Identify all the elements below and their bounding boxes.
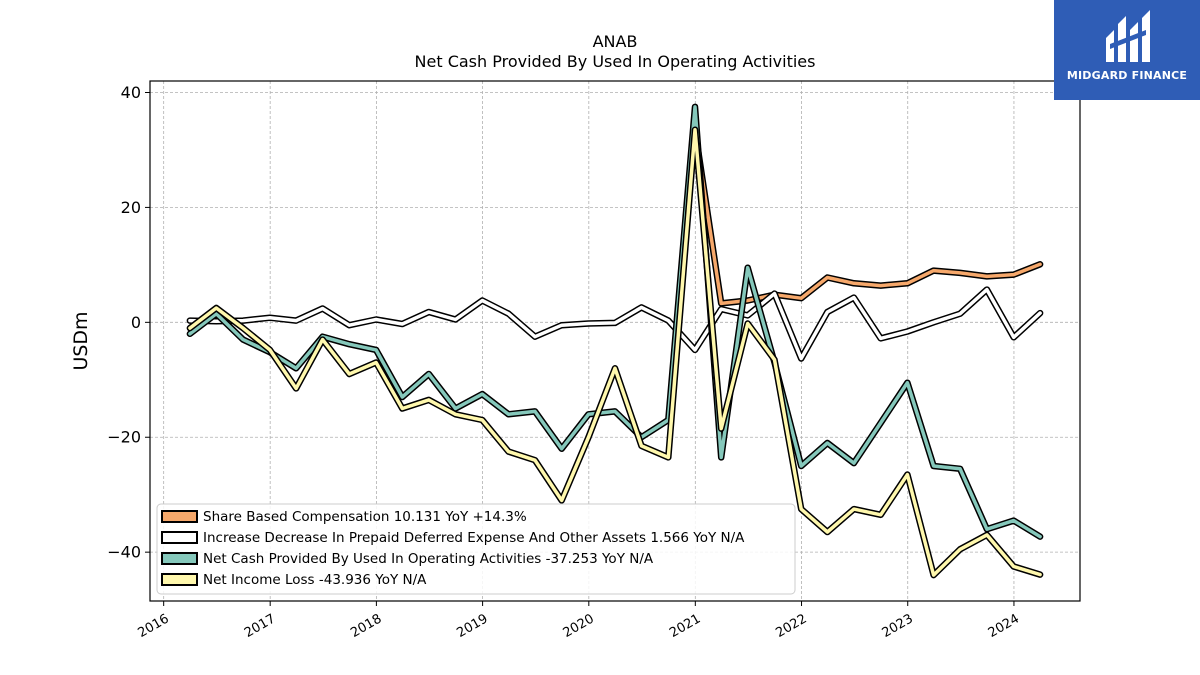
legend-swatch — [161, 573, 198, 586]
brand-logo: MIDGARD FINANCE — [1054, 0, 1200, 100]
logo-mark-icon — [1106, 10, 1150, 62]
chart-subtitle: Net Cash Provided By Used In Operating A… — [415, 52, 816, 71]
y-tick-label: −40 — [107, 543, 141, 562]
legend-entry: Net Income Loss -43.936 YoY N/A — [203, 572, 427, 588]
legend-swatch — [161, 552, 198, 565]
x-tick-label: 2022 — [773, 611, 809, 641]
brand-name: MIDGARD FINANCE — [1066, 69, 1188, 82]
plot-frame — [149, 80, 1081, 602]
legend-box — [156, 503, 796, 595]
x-tick-label: 2021 — [667, 611, 703, 641]
series-lines — [186, 103, 1044, 579]
y-axis-label: USDm — [70, 311, 92, 370]
y-tick-label: 0 — [131, 313, 141, 332]
x-tick-label: 2016 — [136, 611, 172, 641]
x-tick-label: 2024 — [986, 611, 1022, 641]
chart-title: ANAB — [593, 32, 638, 51]
legend-swatch — [161, 510, 198, 523]
legend-entry: Increase Decrease In Prepaid Deferred Ex… — [203, 530, 745, 546]
x-tick-label: 2023 — [880, 611, 916, 641]
legend-swatch — [161, 531, 198, 544]
legend-entry: Net Cash Provided By Used In Operating A… — [203, 551, 654, 567]
series-4 — [186, 126, 1044, 579]
series-1 — [691, 126, 1044, 307]
legend-entry: Share Based Compensation 10.131 YoY +14.… — [203, 509, 527, 525]
x-tick-label: 2018 — [348, 611, 384, 641]
series-line — [188, 128, 1042, 577]
y-tick-label: 20 — [121, 198, 141, 217]
y-tick-label: −20 — [107, 428, 141, 447]
series-line — [188, 287, 1042, 361]
y-tick-label: 40 — [121, 83, 141, 102]
series-2 — [186, 286, 1044, 362]
series-3 — [186, 103, 1044, 540]
x-tick-label: 2017 — [242, 611, 278, 641]
x-tick-label: 2019 — [454, 611, 490, 641]
x-tick-label: 2020 — [561, 611, 597, 641]
legend: Share Based Compensation 10.131 YoY +14.… — [156, 503, 796, 595]
series-line — [188, 105, 1042, 539]
series-line — [693, 128, 1042, 306]
